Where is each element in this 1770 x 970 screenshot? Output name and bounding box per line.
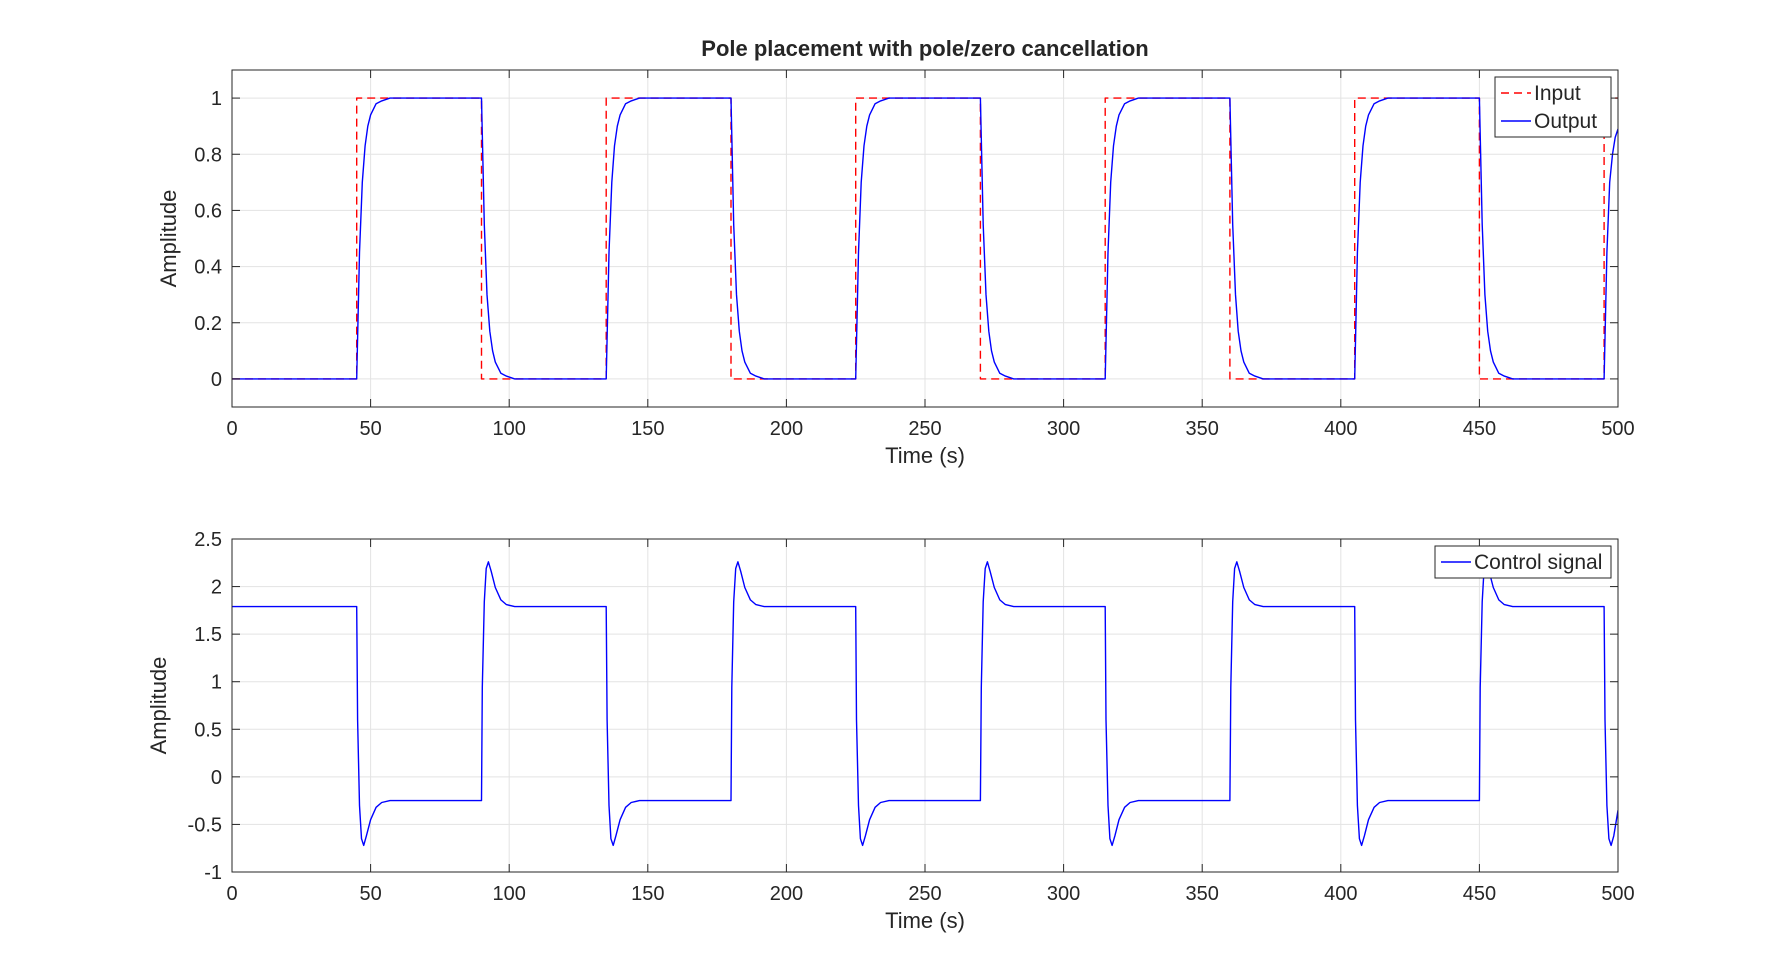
legend: Input Output (1494, 76, 1612, 138)
y-tick-label: 0 (211, 767, 222, 789)
legend-label: Input (1534, 82, 1581, 105)
y-tick-label: 2 (211, 577, 222, 599)
x-tick-label: 250 (908, 418, 941, 440)
y-tick-label: -0.5 (188, 814, 222, 836)
y-tick-label: -1 (204, 862, 222, 884)
x-tick-label: 50 (359, 883, 381, 905)
x-tick-label: 250 (908, 883, 941, 905)
x-tick-label: 350 (1186, 418, 1219, 440)
x-tick-label: 150 (631, 883, 664, 905)
x-tick-label: 400 (1324, 418, 1357, 440)
x-tick-label: 100 (493, 418, 526, 440)
x-tick-label: 150 (631, 418, 664, 440)
chart-title: Pole placement with pole/zero cancellati… (701, 36, 1148, 61)
x-tick-label: 50 (359, 418, 381, 440)
y-tick-label: 1 (211, 672, 222, 694)
x-tick-label: 0 (226, 418, 237, 440)
y-tick-label: 0.2 (194, 313, 222, 335)
y-tick-label: 0.4 (194, 257, 222, 279)
x-tick-label: 300 (1047, 883, 1080, 905)
x-axis-label: Time (s) (885, 443, 965, 468)
x-tick-label: 400 (1324, 883, 1357, 905)
y-axis-label: Amplitude (156, 190, 181, 288)
x-tick-label: 200 (770, 418, 803, 440)
x-tick-label: 100 (493, 883, 526, 905)
y-axis-label: Amplitude (146, 657, 171, 755)
y-tick-label: 2.5 (194, 529, 222, 551)
x-tick-label: 450 (1463, 418, 1496, 440)
y-tick-label: 0 (211, 369, 222, 391)
y-tick-label: 1.5 (194, 624, 222, 646)
legend: Control signal (1434, 545, 1612, 579)
x-tick-label: 300 (1047, 418, 1080, 440)
x-tick-label: 200 (770, 883, 803, 905)
legend-box (1494, 76, 1612, 138)
x-axis-label: Time (s) (885, 908, 965, 933)
y-tick-label: 0.5 (194, 719, 222, 741)
subplot-bottom: Time (s) Amplitude 0 50 100 150 200 250 300 350… (146, 529, 1635, 933)
legend-label: Control signal (1474, 551, 1602, 574)
legend-label: Output (1534, 110, 1597, 133)
x-tick-label: 450 (1463, 883, 1496, 905)
x-tick-label: 500 (1601, 883, 1634, 905)
y-tick-label: 0.8 (194, 144, 222, 166)
x-tick-label: 0 (226, 883, 237, 905)
y-tick-label: 1 (211, 88, 222, 110)
series-line-input (232, 97, 1618, 380)
y-tick-label: 0.6 (194, 200, 222, 222)
x-tick-label: 350 (1186, 883, 1219, 905)
subplot-top: Pole placement with pole/zero cancellati… (156, 36, 1635, 468)
x-tick-label: 500 (1601, 418, 1634, 440)
series-line-control-signal (232, 561, 1618, 847)
series-line-output (232, 97, 1618, 380)
